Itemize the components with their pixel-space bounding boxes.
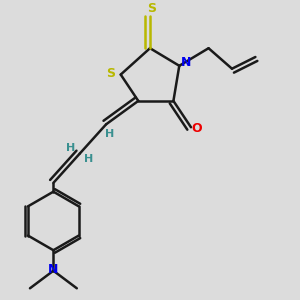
Text: H: H — [66, 143, 76, 153]
Text: S: S — [147, 2, 156, 14]
Text: O: O — [191, 122, 202, 135]
Text: S: S — [106, 67, 115, 80]
Text: H: H — [84, 154, 93, 164]
Text: H: H — [105, 129, 115, 139]
Text: N: N — [181, 56, 191, 69]
Text: N: N — [48, 263, 59, 276]
